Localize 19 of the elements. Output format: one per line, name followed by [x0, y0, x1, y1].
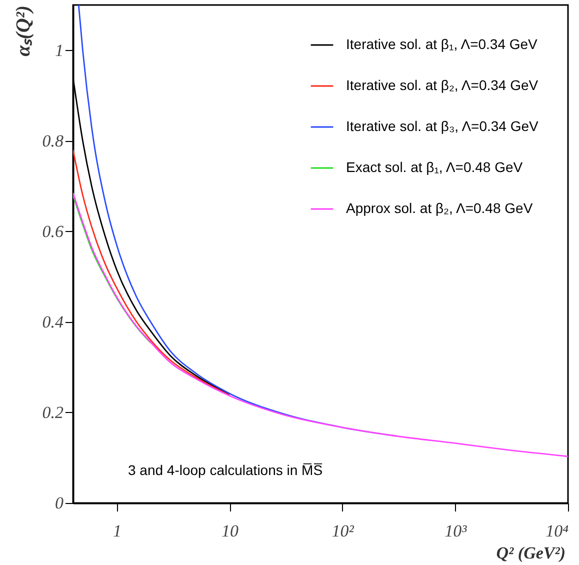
y-tick-label: 0.6 — [42, 222, 64, 241]
annotation: 3 and 4-loop calculations in M̅S̅ — [128, 462, 324, 478]
y-tick-label: 0.8 — [42, 131, 64, 150]
legend-label: Iterative sol. at β₁, Λ=0.34 GeV — [346, 36, 538, 52]
legend-label: Iterative sol. at β₂, Λ=0.34 GeV — [346, 77, 539, 93]
y-axis-title: αₛ(Q²) — [12, 6, 34, 56]
y-tick-label: 0.4 — [42, 312, 64, 332]
legend-label: Iterative sol. at β₃, Λ=0.34 GeV — [346, 118, 540, 134]
y-tick-label: 0 — [55, 494, 64, 512]
x-tick-label: 10⁴ — [546, 522, 569, 540]
y-tick-label: 1 — [55, 40, 64, 60]
x-tick-label: 10 — [222, 522, 240, 540]
x-tick-label: 10² — [332, 522, 355, 540]
x-axis-title: Q² (GeV²) — [496, 544, 566, 562]
x-tick-label: 1 — [112, 522, 122, 540]
legend-label: Exact sol. at β₁, Λ=0.48 GeV — [346, 159, 524, 175]
x-tick-label: 10³ — [444, 522, 468, 540]
y-tick-label: 0.2 — [42, 402, 64, 422]
legend-label: Approx sol. at β₂, Λ=0.48 GeV — [346, 200, 534, 216]
